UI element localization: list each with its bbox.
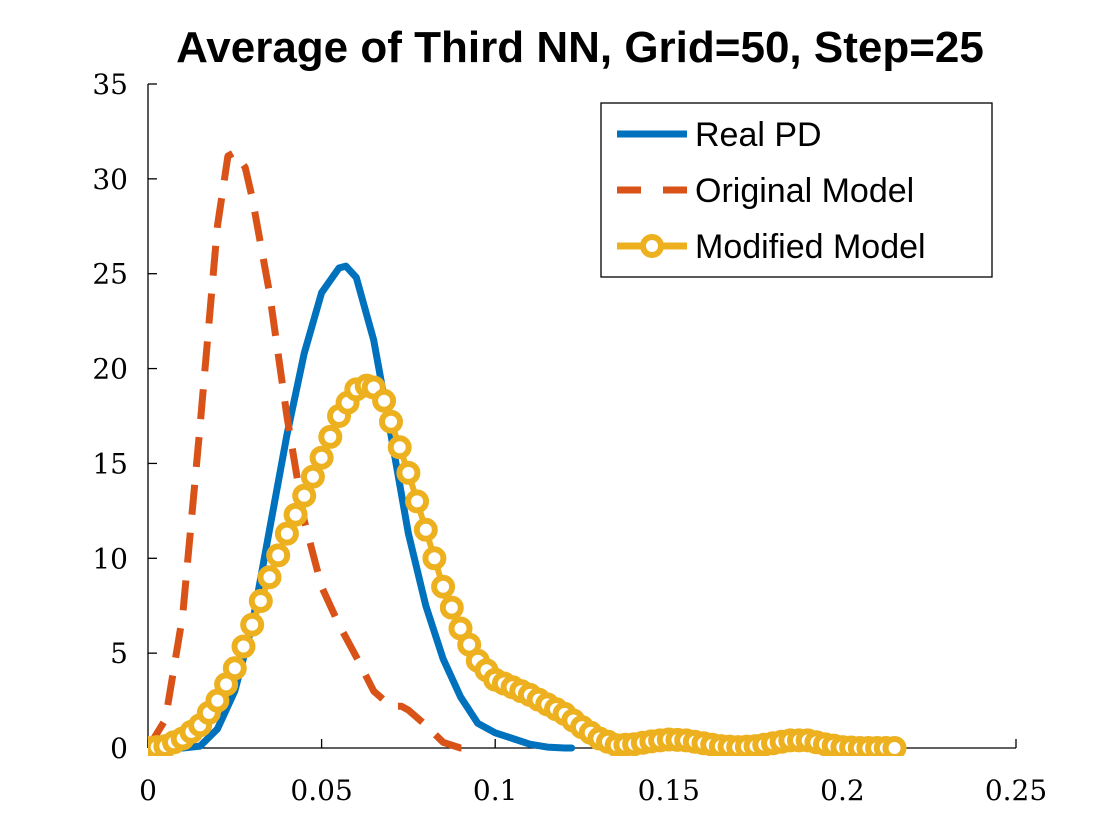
series-point: [413, 517, 438, 542]
x-tick-label: 0.05: [290, 774, 352, 807]
series-point: [422, 546, 447, 571]
chart-title: Average of Third NN, Grid=50, Step=25: [176, 23, 984, 72]
series-point: [257, 565, 282, 590]
series-layer: [148, 148, 907, 756]
series-point: [283, 502, 308, 527]
plot-axes: 0 0.05 0.1 0.15 0.2 0.25 0 5 10 15 20 25 30 35: [92, 68, 1047, 807]
series-point: [882, 736, 907, 756]
x-tick-label: 0.2: [820, 774, 865, 807]
legend-marker: [640, 234, 664, 258]
y-tick-label: 15: [92, 447, 128, 480]
series-point: [387, 435, 412, 460]
legend-entry: Modified Model: [617, 228, 926, 266]
x-tick-label: 0.1: [473, 774, 518, 807]
series-original-model: [148, 148, 468, 752]
x-tick-label: 0.25: [985, 774, 1047, 807]
y-tick-label: 35: [92, 68, 128, 101]
series-point: [300, 464, 325, 489]
y-tick-label: 25: [92, 258, 128, 291]
series-modified-model: [148, 373, 907, 756]
y-tick-label: 20: [92, 353, 128, 386]
series-point: [231, 634, 256, 659]
series-point: [292, 483, 317, 508]
series-point: [396, 460, 421, 485]
series-point: [222, 656, 247, 681]
series-point: [405, 489, 430, 514]
legend-label: Original Model: [695, 172, 914, 210]
series-point: [309, 445, 334, 470]
legend-label: Real PD: [695, 116, 822, 154]
series-point: [318, 424, 343, 449]
series-point: [372, 388, 397, 413]
y-tick-label: 30: [92, 163, 128, 196]
y-tick-label: 10: [92, 542, 128, 575]
y-tick-label: 0: [110, 732, 128, 765]
series-point: [248, 589, 273, 613]
series-point: [266, 543, 291, 568]
series-point: [274, 521, 299, 546]
series-point: [431, 574, 456, 599]
series-line: [148, 262, 576, 752]
x-tick-label: 0: [139, 774, 157, 807]
x-tick-label: 0.15: [638, 774, 700, 807]
series-point: [240, 612, 265, 637]
y-tick-label: 5: [110, 637, 128, 670]
legend-label: Modified Model: [695, 228, 926, 266]
legend-entry: Real PD: [617, 116, 822, 154]
series-line: [148, 148, 468, 752]
series-point: [379, 409, 403, 434]
series-point: [439, 595, 464, 620]
series-real-pd: [148, 262, 576, 752]
legend: Real PD Original Model Modified Model: [600, 102, 993, 278]
legend-entry: Original Model: [617, 172, 914, 210]
